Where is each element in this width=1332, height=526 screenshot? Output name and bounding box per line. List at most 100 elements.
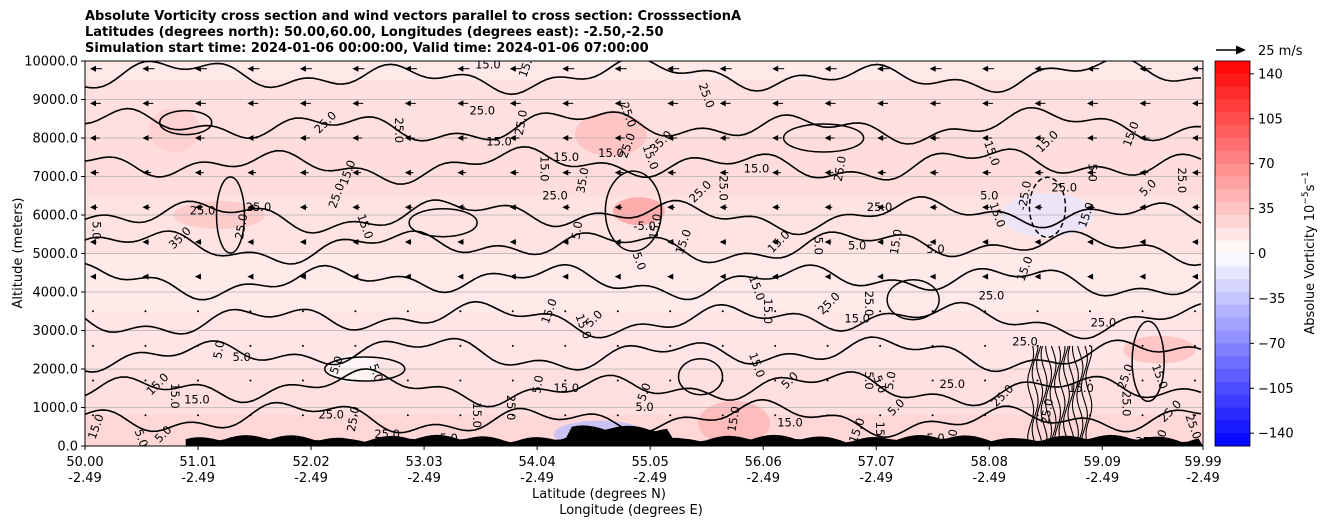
wind-vector-dot <box>511 310 514 313</box>
contour-line <box>85 230 1202 267</box>
wind-vector-dot <box>459 414 462 417</box>
wind-vector-dot <box>511 379 514 382</box>
wind-vector-head <box>1139 100 1146 107</box>
x-tick-label-lat: 58.08 <box>971 455 1008 470</box>
wind-vector-head <box>929 100 936 107</box>
y-tick-label: 9000.0 <box>33 93 79 108</box>
wind-vector-head <box>142 204 149 211</box>
wind-vector-dot <box>616 344 619 347</box>
colorbar-tick-label: −140 <box>1258 427 1294 442</box>
contour-line <box>85 368 1202 408</box>
contour-label: 25.0 <box>232 213 250 241</box>
vorticity-band <box>85 253 1203 313</box>
wind-vector-dot <box>721 344 724 347</box>
colorbar-step <box>1215 407 1250 421</box>
wind-vector-head <box>772 169 779 176</box>
wind-vector-head <box>509 135 516 141</box>
contour-line <box>85 300 1202 340</box>
contour-label: 15.0 <box>646 213 664 241</box>
wind-vector-head <box>667 204 674 211</box>
wind-vector-dot <box>249 414 252 417</box>
wind-vector-head <box>1192 65 1198 72</box>
x-tick-label-lon: -2.49 <box>1186 471 1220 486</box>
contour-label: -5.0 <box>633 219 655 233</box>
wind-vector-dot <box>144 414 147 417</box>
contour-label: 15.0 <box>168 383 182 409</box>
colorbar: 140 105 70 35 0 −35 −70 −105 −140 Absolue Vortic… <box>1214 60 1318 447</box>
colorbar-label-unit-exponent: −1 <box>1301 171 1311 184</box>
colorbar-tick-label: −70 <box>1258 337 1285 352</box>
wind-vector-head <box>824 204 831 211</box>
contour-label: 25.0 <box>831 155 849 183</box>
wind-vector-head <box>194 273 201 280</box>
wind-vector-dot <box>1036 379 1039 382</box>
contour-line-dense <box>1031 345 1039 446</box>
wind-vector-head <box>1139 238 1146 245</box>
wind-vector-dot <box>144 310 147 313</box>
y-tick-label: 7000.0 <box>33 170 79 185</box>
colorbar-label-unit: s <box>1303 184 1318 191</box>
wind-vector-head <box>352 169 359 176</box>
contour-label: 5.0 <box>233 350 251 364</box>
wind-vector-head <box>824 100 831 107</box>
contour-label: 15.0 <box>486 134 512 148</box>
wind-vector-dot <box>564 414 567 417</box>
wind-vector-dot <box>196 344 199 347</box>
contour-line-dense <box>1045 345 1053 446</box>
chart-title-line-1: Absolute Vorticity cross section and win… <box>85 9 742 24</box>
wind-vector-head <box>1087 238 1094 245</box>
x-axis-label-latitude: Latitude (degrees N) <box>532 487 666 502</box>
wind-vector-dot <box>1141 344 1144 347</box>
contour-line-dense <box>1053 345 1062 446</box>
wind-vector-head <box>457 273 464 280</box>
x-axis-label-longitude: Longitude (degrees E) <box>559 503 703 518</box>
contour-label: 5.0 <box>848 238 866 252</box>
wind-vector-head <box>404 169 411 176</box>
wind-vector-dot <box>196 414 199 417</box>
wind-vector-head <box>509 169 516 176</box>
plot-area: 15.0 15.025.025.0 25.025.0 25.015.015.025.0… <box>84 60 1204 448</box>
contour-line-dense <box>1085 345 1093 446</box>
wind-vector-head <box>1034 100 1041 107</box>
wind-vector-head <box>352 65 359 72</box>
wind-vector-head <box>142 238 149 245</box>
y-tick-label: 8000.0 <box>33 132 79 147</box>
wind-vector-dot <box>406 379 409 382</box>
wind-vector-head <box>142 65 149 72</box>
wind-vector-dot <box>774 379 777 382</box>
contour-label: 5.0 <box>943 428 960 448</box>
wind-vector-head <box>982 65 989 72</box>
wind-vector-head <box>404 135 411 141</box>
wind-vector-dot <box>616 379 619 382</box>
y-tick-label: 10000.0 <box>24 55 78 70</box>
wind-vector-head <box>719 238 726 245</box>
colorbar-step <box>1215 420 1250 434</box>
contour-line-dense <box>1040 345 1048 446</box>
wind-vector-head <box>929 204 936 211</box>
wind-vector-dot <box>616 414 619 417</box>
colorbar-step <box>1215 253 1250 267</box>
contour-label: 5.0 <box>529 374 546 394</box>
y-axis: 0.0 1000.0 2000.0 3000.0 4000.0 5000.0 6000.0 7… <box>24 55 85 455</box>
wind-vector-head <box>719 273 726 280</box>
contour-label: 25.0 <box>1119 391 1133 417</box>
wind-vector-dot <box>354 344 357 347</box>
contour-label: 25.0 <box>344 405 362 433</box>
x-tick-label-lon: -2.49 <box>520 471 554 486</box>
wind-vector-head <box>667 238 674 245</box>
wind-vector-head <box>1192 204 1198 211</box>
vorticity-patch <box>574 112 647 157</box>
wind-vector-head <box>929 169 936 176</box>
wind-vector-head <box>1192 273 1198 280</box>
wind-vector-head <box>352 135 359 141</box>
wind-vector-dot <box>92 310 94 313</box>
terrain-contour-mass <box>185 425 1203 446</box>
wind-vector-head <box>877 204 884 211</box>
wind-vector-head <box>929 135 936 141</box>
y-tick-label: 4000.0 <box>33 286 79 301</box>
contour-line-dense <box>1067 345 1075 446</box>
contour-label: 5.0 <box>882 370 899 390</box>
wind-vector-dot <box>1141 414 1144 417</box>
colorbar-step <box>1215 215 1250 229</box>
wind-vector-head <box>90 169 96 176</box>
